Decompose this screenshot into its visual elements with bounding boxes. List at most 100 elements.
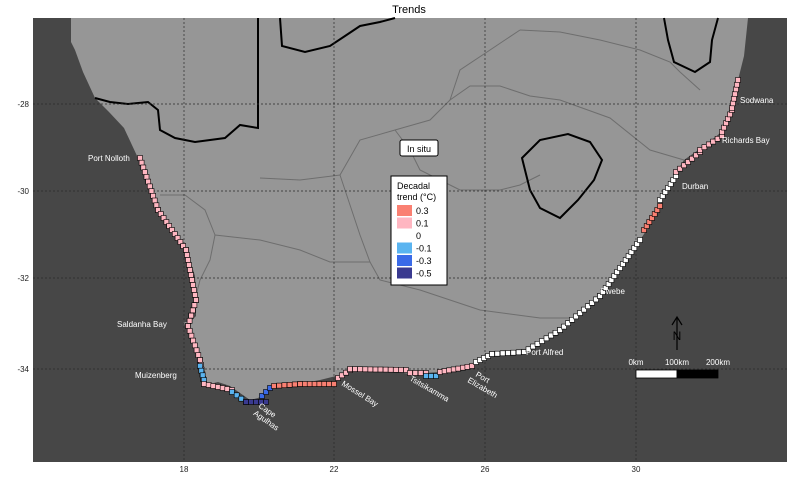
trend-cell <box>605 281 612 287</box>
trend-cell <box>281 382 288 389</box>
trend-cell <box>199 372 206 379</box>
trend-cell <box>608 277 615 283</box>
trend-cell <box>302 381 308 387</box>
trend-cell <box>589 299 595 306</box>
trend-cell <box>224 386 231 392</box>
trend-cell <box>387 366 394 373</box>
scale-segment-white <box>635 369 678 379</box>
panel-label-box: In situ <box>399 139 439 157</box>
y-tick-32: -32 <box>17 274 29 283</box>
trend-cell <box>392 366 399 373</box>
trend-cell <box>229 389 235 395</box>
trend-cell <box>417 370 424 376</box>
legend-label: 0 <box>416 231 421 241</box>
trend-cell <box>634 241 640 247</box>
trend-cell <box>714 136 721 142</box>
trend-cell <box>489 351 495 357</box>
trend-cell <box>306 381 313 387</box>
trend-cell <box>166 223 172 229</box>
trend-cell <box>701 144 708 150</box>
legend-label: -0.1 <box>416 244 432 254</box>
trend-cell <box>593 296 599 303</box>
trend-cell <box>248 399 254 405</box>
trend-cell <box>153 202 160 209</box>
trend-cell <box>276 382 283 389</box>
trend-cell <box>710 138 717 145</box>
trend-cell <box>190 282 196 288</box>
trend-cell <box>197 363 203 369</box>
trend-cell <box>191 302 198 309</box>
trend-cell <box>190 307 196 314</box>
trend-cell <box>143 174 150 180</box>
trend-cell <box>186 262 192 268</box>
trend-cell <box>357 366 364 373</box>
trend-cell <box>730 100 736 107</box>
trend-cell <box>191 287 197 293</box>
eswatini-border <box>663 17 719 74</box>
trend-cell <box>352 366 358 372</box>
trend-cell <box>188 272 194 278</box>
trend-cell <box>326 381 332 387</box>
trend-cell <box>184 252 190 258</box>
trend-cell <box>291 381 298 388</box>
trend-cell <box>464 364 471 370</box>
trend-cell <box>689 155 695 162</box>
trend-cell <box>192 342 198 349</box>
trend-cell <box>731 95 737 102</box>
trend-cell <box>215 384 221 390</box>
trend-cell <box>597 293 603 299</box>
trend-cell <box>697 147 703 153</box>
trend-cell <box>372 366 379 373</box>
scale-label-200: 200km <box>706 358 730 367</box>
trend-cell <box>614 269 620 275</box>
label-port-nolloth: Port Nolloth <box>88 154 130 163</box>
legend-swatch <box>397 267 412 279</box>
y-tick-34: -34 <box>17 365 29 374</box>
trend-cell <box>155 207 161 213</box>
trend-cell <box>198 367 205 374</box>
trend-cell <box>367 366 374 373</box>
label-cwebe: Cwebe <box>600 287 625 296</box>
trend-cell <box>316 381 323 387</box>
legend-swatch <box>397 205 412 216</box>
legend-title-line1: Decadal <box>397 181 430 191</box>
x-tick-26: 26 <box>481 465 490 474</box>
y-tick-30: -30 <box>17 187 29 196</box>
trend-cell <box>423 373 429 379</box>
trend-cell <box>210 383 217 389</box>
trend-cell <box>581 306 587 313</box>
trend-cell <box>137 155 143 161</box>
trend-cell <box>561 323 567 330</box>
trend-cell <box>297 381 303 387</box>
x-tick-22: 22 <box>330 465 339 474</box>
scale-bar: 0km 100km 200km <box>628 358 730 379</box>
legend: Decadal trend (°C) 0.3 0.1 0 -0.1 -0.3 -0.5 <box>390 175 448 286</box>
trend-cell <box>732 91 738 97</box>
trend-cell <box>677 165 683 172</box>
legend-label: 0.3 <box>416 206 429 216</box>
trend-cell <box>150 193 156 199</box>
trend-cell <box>377 366 384 373</box>
label-port-alfred: Port Alfred <box>526 348 563 357</box>
trend-cell <box>693 152 699 159</box>
trend-cell <box>510 349 517 356</box>
trend-cell <box>628 249 635 255</box>
trend-cell <box>271 383 277 389</box>
trend-cell <box>263 389 269 395</box>
trend-cell <box>205 382 212 388</box>
label-muizenberg: Muizenberg <box>135 371 177 380</box>
trend-cell <box>577 310 583 316</box>
trend-cell <box>637 237 643 243</box>
legend-label: -0.5 <box>416 269 432 279</box>
trend-cell <box>622 257 629 263</box>
trend-cell <box>585 303 591 310</box>
label-durban: Durban <box>682 182 708 191</box>
trend-cell <box>189 277 195 283</box>
label-richards-bay: Richards Bay <box>722 136 770 145</box>
trend-cell <box>733 86 739 93</box>
trend-cell <box>180 243 186 249</box>
trend-cell <box>151 197 158 204</box>
north-arrow-label: N <box>673 329 682 343</box>
north-arrow-head <box>671 315 683 326</box>
